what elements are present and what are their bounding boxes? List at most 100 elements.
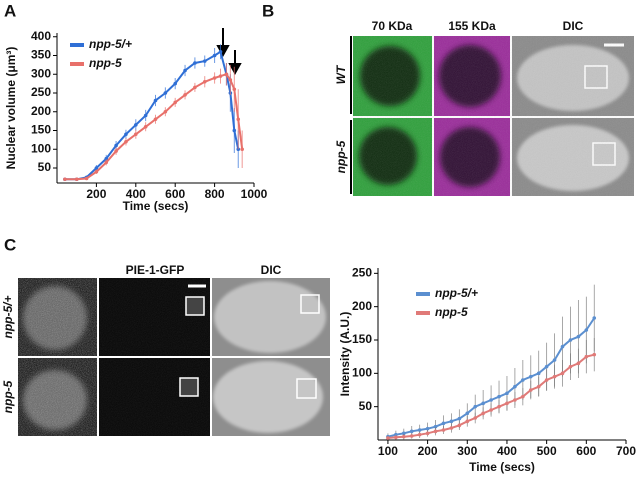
point (536, 371, 541, 376)
point (173, 100, 177, 105)
y-tick-label: 400 (31, 29, 51, 43)
row-label: npp-5 (1, 380, 15, 413)
point (401, 434, 406, 439)
point (536, 384, 541, 389)
point (84, 176, 89, 181)
point (232, 128, 237, 133)
point (584, 328, 589, 332)
column-header: PIE-1-GFP (126, 263, 185, 277)
point (497, 394, 501, 399)
point (94, 166, 99, 170)
point (425, 426, 430, 431)
series-line (64, 50, 240, 181)
x-tick-label: 800 (205, 187, 225, 201)
point (568, 364, 573, 369)
point (473, 416, 478, 420)
column-header: DIC (563, 19, 584, 33)
y-tick-label: 350 (31, 48, 51, 62)
column-header: DIC (261, 263, 282, 277)
y-tick-label: 150 (31, 123, 51, 137)
panel-b-images: 70 KDa 155 KDa DIC WT npp-5 (334, 19, 634, 196)
y-tick-label: 250 (352, 266, 372, 280)
point (560, 344, 565, 349)
point (163, 91, 168, 95)
row-label: WT (334, 64, 348, 84)
point (386, 436, 390, 440)
point (497, 404, 501, 409)
point (544, 378, 549, 382)
y-tick-label: 100 (352, 366, 372, 380)
y-axis-title: Intensity (A.U.) (338, 312, 352, 397)
legend-label: npp-5/+ (89, 37, 132, 51)
point (218, 49, 223, 54)
x-tick-label: 400 (497, 444, 517, 458)
point (544, 364, 549, 369)
panel-label: A (4, 1, 16, 20)
point (183, 68, 187, 73)
point (94, 169, 99, 174)
y-axis-title: Nuclear volume (μm³) (4, 47, 18, 170)
point (417, 432, 422, 437)
column-header: 155 KDa (448, 19, 496, 33)
x-tick-label: 400 (126, 187, 146, 201)
y-tick-label: 200 (31, 104, 51, 118)
y-tick-label: 300 (31, 66, 51, 80)
point (465, 419, 470, 424)
x-axis-title: Time (secs) (123, 199, 189, 213)
point (240, 147, 244, 152)
point (143, 124, 148, 129)
x-tick-label: 700 (616, 444, 636, 458)
point (236, 117, 241, 122)
point (457, 423, 462, 428)
series-line (64, 73, 244, 181)
point (409, 434, 414, 438)
point (441, 428, 446, 432)
legend-label: npp-5 (435, 305, 468, 319)
row-label: npp-5/+ (1, 295, 15, 338)
point (104, 156, 109, 161)
point (592, 352, 597, 357)
panel-label: C (4, 235, 16, 254)
point (592, 316, 597, 320)
point (489, 408, 493, 412)
point (228, 78, 233, 82)
point (528, 388, 533, 392)
point (489, 398, 493, 402)
point (457, 416, 462, 421)
point (481, 411, 485, 416)
point (528, 374, 533, 379)
point (552, 358, 557, 362)
point (153, 117, 158, 122)
x-axis-title: Time (secs) (469, 460, 535, 474)
x-tick-label: 200 (418, 444, 438, 458)
series-line (387, 317, 596, 438)
point (505, 401, 509, 406)
point (552, 374, 557, 379)
point (232, 87, 237, 92)
point (202, 79, 207, 84)
point (173, 81, 177, 86)
point (568, 338, 573, 342)
point (433, 424, 438, 429)
point (441, 421, 446, 426)
x-tick-label: 600 (576, 444, 596, 458)
y-tick-label: 100 (31, 141, 51, 155)
y-tick-label: 50 (359, 399, 373, 413)
point (124, 132, 128, 137)
point (183, 93, 187, 97)
point (134, 132, 138, 137)
point (465, 411, 470, 416)
point (212, 53, 217, 58)
point (163, 109, 168, 114)
point (193, 61, 197, 65)
x-tick-label: 300 (457, 444, 477, 458)
point (584, 354, 589, 359)
x-tick-label: 100 (378, 444, 398, 458)
point (124, 139, 128, 144)
legend-label: npp-5/+ (435, 286, 478, 300)
x-tick-label: 200 (86, 187, 106, 201)
point (218, 74, 223, 78)
point (521, 378, 525, 382)
point (576, 334, 581, 339)
